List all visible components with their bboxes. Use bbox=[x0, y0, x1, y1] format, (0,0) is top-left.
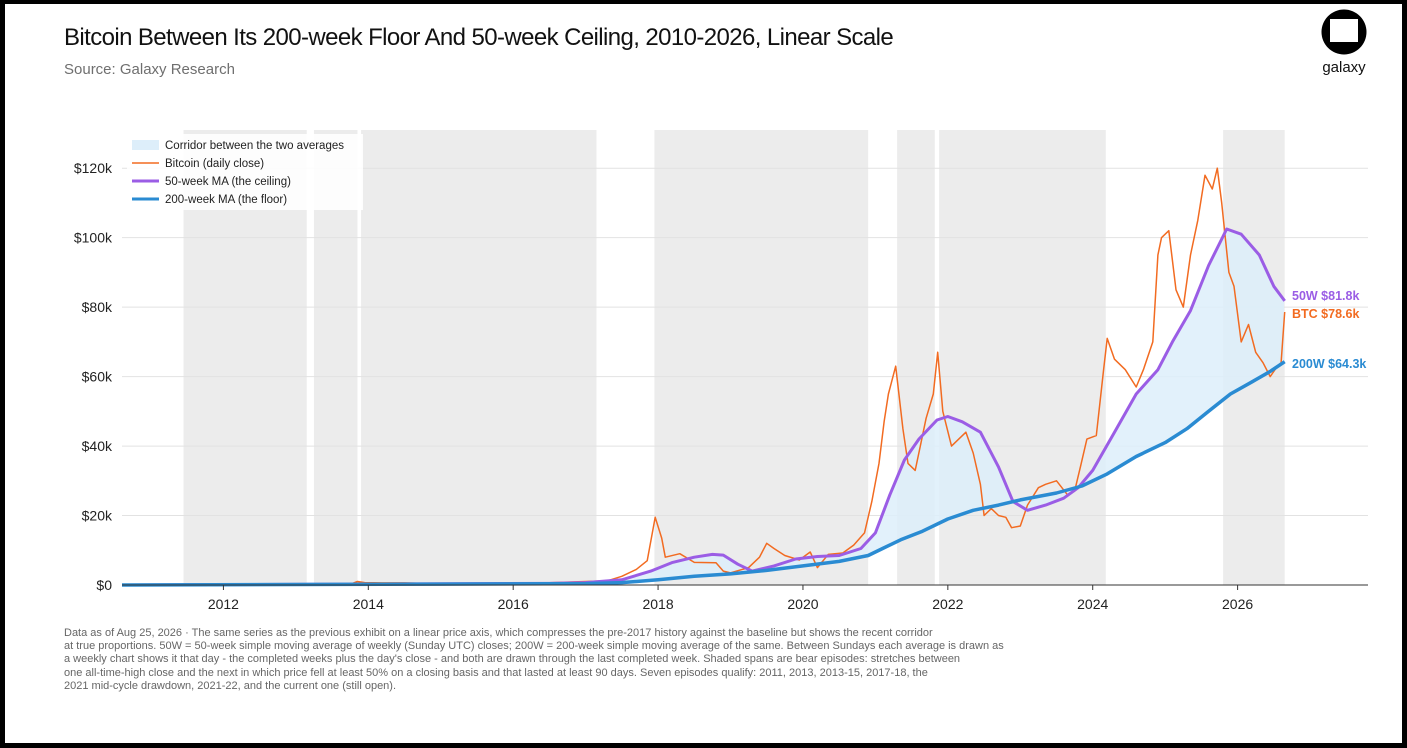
ma200-line bbox=[121, 360, 1286, 587]
bear-episode-band bbox=[361, 130, 597, 585]
bear-episode-band bbox=[939, 130, 1106, 585]
x-tick-label: 2018 bbox=[642, 596, 673, 612]
x-tick-label: 2022 bbox=[932, 596, 963, 612]
legend-label: 200-week MA (the floor) bbox=[165, 194, 287, 206]
y-tick-label: $100k bbox=[74, 230, 113, 246]
chart-subtitle: Source: Galaxy Research bbox=[64, 61, 235, 78]
galaxy-logo-icon bbox=[1321, 9, 1367, 55]
end-label: 200W $64.3k bbox=[1292, 357, 1366, 371]
legend: Corridor between the two averages Bitcoin… bbox=[127, 134, 363, 210]
legend-swatch-corridor bbox=[132, 140, 159, 150]
y-tick-label: $40k bbox=[82, 438, 113, 454]
footnote: Data as of Aug 25, 2026 · The same serie… bbox=[64, 627, 1154, 693]
series-lines bbox=[121, 167, 1286, 587]
x-tick-label: 2026 bbox=[1222, 596, 1253, 612]
galaxy-logo: galaxy bbox=[1312, 8, 1376, 76]
x-tick-label: 2016 bbox=[498, 596, 529, 612]
legend-label: 50-week MA (the ceiling) bbox=[165, 176, 291, 188]
footnote-line: Data as of Aug 25, 2026 · The same serie… bbox=[64, 627, 933, 639]
y-tick-label: $80k bbox=[82, 299, 113, 315]
end-label: BTC $78.6k bbox=[1292, 307, 1359, 321]
end-labels: 50W $81.8k BTC $78.6k 200W $64.3k bbox=[1292, 289, 1366, 371]
x-tick-label: 2024 bbox=[1077, 596, 1108, 612]
ma50-line bbox=[121, 227, 1286, 587]
footnote-line: one all-time-high close and the next in … bbox=[64, 666, 928, 679]
x-tick-label: 2012 bbox=[208, 596, 239, 612]
y-tick-label: $0 bbox=[96, 577, 112, 593]
axes: $0 $20k $40k $60k $80k $100k $120k 2012 2014 2016… bbox=[74, 160, 1368, 612]
end-label: 50W $81.8k bbox=[1292, 289, 1359, 303]
logo-text: galaxy bbox=[1322, 59, 1366, 76]
y-tick-label: $60k bbox=[82, 369, 113, 385]
legend-label: Corridor between the two averages bbox=[165, 140, 344, 152]
bitcoin-line bbox=[121, 167, 1286, 586]
legend-box bbox=[127, 134, 363, 210]
chart-title: Bitcoin Between Its 200-week Floor And 5… bbox=[64, 24, 894, 51]
legend-label: Bitcoin (daily close) bbox=[165, 158, 264, 170]
footnote-line: 2021 mid-cycle drawdown, 2021-22, and th… bbox=[64, 679, 397, 692]
y-tick-label: $120k bbox=[74, 160, 113, 176]
footnote-line: a weekly chart shows it that day - the c… bbox=[64, 653, 961, 666]
x-tick-label: 2014 bbox=[353, 596, 384, 612]
footnote-line: at true proportions. 50W = 50-week simpl… bbox=[64, 640, 1004, 653]
bear-episode-band bbox=[654, 130, 869, 585]
x-tick-label: 2020 bbox=[787, 596, 818, 612]
y-tick-label: $20k bbox=[82, 508, 113, 524]
